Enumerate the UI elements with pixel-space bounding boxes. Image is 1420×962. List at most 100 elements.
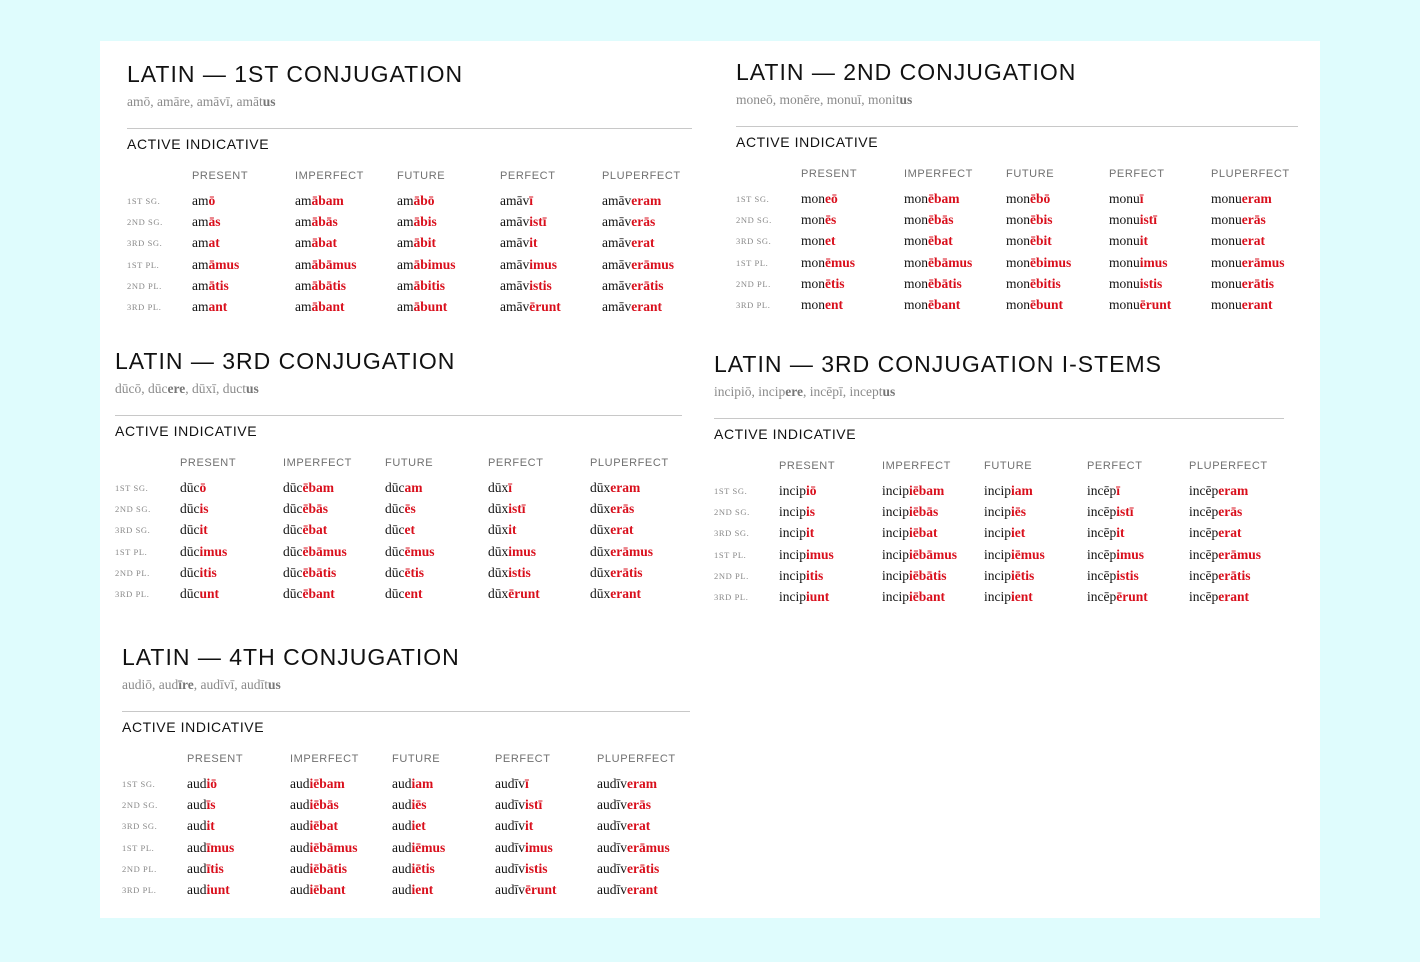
principal-part: moneō bbox=[736, 92, 773, 107]
paradigm-row: 3RD PL. monent monēbant monēbunt monuērunt mo… bbox=[736, 294, 1298, 315]
verb-ending: ēmus bbox=[404, 543, 435, 559]
verb-form: audiēbat bbox=[290, 817, 338, 835]
verb-stem: am bbox=[397, 193, 414, 208]
verb-ending: iēs bbox=[411, 797, 427, 813]
paradigm-row: 2ND PL. incipitis incipiēbātis incipiētis in… bbox=[714, 565, 1284, 586]
principal-part-stem: amāt bbox=[236, 94, 263, 109]
verb-ending: ēbātis bbox=[928, 275, 962, 291]
verb-form: incipimus bbox=[779, 546, 834, 564]
verb-stem: am bbox=[397, 235, 414, 251]
verb-form: incipiētis bbox=[984, 567, 1034, 585]
verb-stem: audīv bbox=[495, 881, 525, 897]
principal-part: amāre bbox=[157, 94, 190, 109]
verb-ending: eram bbox=[610, 480, 641, 495]
verb-stem: incip bbox=[779, 546, 806, 562]
verb-stem: aud bbox=[392, 881, 412, 897]
verb-form: monuerant bbox=[1211, 296, 1273, 314]
verb-stem: amāv bbox=[602, 256, 632, 272]
verb-stem: mon bbox=[904, 191, 929, 206]
principal-part-stem: dūcō bbox=[115, 381, 142, 396]
principal-part-stem: amāvī bbox=[196, 94, 230, 109]
verb-ending: erāmus bbox=[631, 256, 674, 272]
verb-ending: erat bbox=[610, 522, 634, 538]
tense-header: FUTURE bbox=[984, 460, 1033, 472]
verb-ending: ī bbox=[525, 776, 529, 791]
tense-header-row: PRESENT IMPERFECT FUTURE PERFECT PLUPERFECT bbox=[127, 169, 692, 183]
verb-stem: monu bbox=[1211, 275, 1242, 291]
verb-ending: ō bbox=[199, 480, 207, 495]
principal-parts: amō, amāre, amāvī, amātus bbox=[127, 94, 276, 109]
conjugation-title: LATIN — 4TH CONJUGATION bbox=[122, 644, 460, 670]
verb-stem: dūx bbox=[488, 564, 509, 580]
verb-form: dūxistis bbox=[488, 564, 531, 582]
person-label: 2ND SG. bbox=[714, 507, 750, 518]
verb-ending: ēbis bbox=[1030, 212, 1053, 228]
person-label: 3RD PL. bbox=[736, 299, 771, 310]
verb-stem: audīv bbox=[495, 776, 525, 791]
verb-stem: incēp bbox=[1189, 504, 1219, 520]
principal-part-stem: monit bbox=[868, 92, 900, 107]
verb-form: incipiam bbox=[984, 482, 1033, 500]
verb-form: audiet bbox=[392, 817, 426, 835]
verb-stem: am bbox=[397, 277, 414, 293]
verb-stem: am bbox=[295, 193, 312, 208]
verb-ending: ābāmus bbox=[311, 256, 357, 272]
principal-part: amātus bbox=[236, 94, 275, 109]
verb-form: amābō bbox=[397, 192, 435, 210]
verb-form: monēbitis bbox=[1006, 275, 1061, 293]
verb-stem: incēp bbox=[1087, 525, 1117, 541]
principal-part: monēre bbox=[780, 92, 820, 107]
verb-stem: am bbox=[397, 256, 414, 272]
verb-form: amābātis bbox=[295, 277, 346, 295]
principal-part: dūcere bbox=[148, 381, 185, 396]
principal-part-ending: us bbox=[899, 92, 913, 107]
verb-stem: dūx bbox=[488, 480, 509, 495]
verb-stem: dūc bbox=[283, 480, 303, 495]
verb-ending: ābō bbox=[413, 193, 435, 208]
verb-stem: audīv bbox=[495, 797, 525, 813]
verb-ending: is bbox=[806, 504, 816, 520]
verb-ending: erātis bbox=[1218, 567, 1251, 583]
verb-stem: monu bbox=[1109, 254, 1140, 270]
verb-form: monēbō bbox=[1006, 190, 1050, 208]
verb-form: amāvērunt bbox=[500, 298, 561, 316]
verb-ending: ent bbox=[404, 585, 423, 601]
verb-stem: audīv bbox=[597, 839, 627, 855]
verb-stem: dūx bbox=[488, 543, 509, 559]
verb-ending: erātis bbox=[1241, 275, 1274, 291]
verb-ending: it bbox=[508, 522, 517, 538]
verb-ending: ātis bbox=[208, 277, 229, 293]
verb-ending: istis bbox=[1139, 275, 1163, 291]
verb-form: audīvimus bbox=[495, 839, 553, 857]
verb-stem: incēp bbox=[1189, 588, 1219, 604]
conjugation-block-2nd: LATIN — 2ND CONJUGATION moneō, monēre, m… bbox=[736, 58, 1298, 315]
verb-form: monuerās bbox=[1211, 211, 1266, 229]
tense-header: IMPERFECT bbox=[295, 170, 364, 182]
verb-form: dūxērunt bbox=[488, 585, 540, 603]
principal-parts: incipiō, incipere, incēpī, inceptus bbox=[714, 384, 896, 399]
verb-stem: mon bbox=[1006, 233, 1031, 249]
verb-stem: incip bbox=[779, 504, 806, 520]
verb-ending: iam bbox=[411, 776, 434, 791]
principal-part-stem: duct bbox=[222, 381, 246, 396]
verb-ending: ābātis bbox=[311, 277, 347, 293]
verb-ending: istī bbox=[1139, 212, 1158, 228]
verb-ending: ābimus bbox=[413, 256, 456, 272]
principal-parts: dūcō, dūcere, dūxī, ductus bbox=[115, 381, 259, 396]
verb-stem: incip bbox=[882, 525, 909, 541]
verb-stem: aud bbox=[187, 881, 207, 897]
verb-stem: audīv bbox=[495, 860, 525, 876]
verb-form: monēbunt bbox=[1006, 296, 1063, 314]
conjugation-block-3rd: LATIN — 3RD CONJUGATION dūcō, dūcere, dū… bbox=[115, 347, 682, 604]
verb-ending: ī bbox=[1116, 483, 1121, 498]
principal-part: amāvī bbox=[197, 94, 230, 109]
verb-form: monuerat bbox=[1211, 232, 1265, 250]
verb-ending: iēbat bbox=[909, 525, 938, 541]
verb-ending: ābant bbox=[311, 298, 345, 314]
person-label: 3RD PL. bbox=[127, 301, 162, 312]
verb-stem: dūx bbox=[488, 585, 509, 601]
paradigm-row: 1ST SG. moneō monēbam monēbō monuī monueram bbox=[736, 188, 1298, 209]
verb-form: amās bbox=[192, 213, 221, 231]
verb-form: incēperam bbox=[1189, 482, 1248, 500]
verb-stem: incēp bbox=[1189, 483, 1219, 498]
